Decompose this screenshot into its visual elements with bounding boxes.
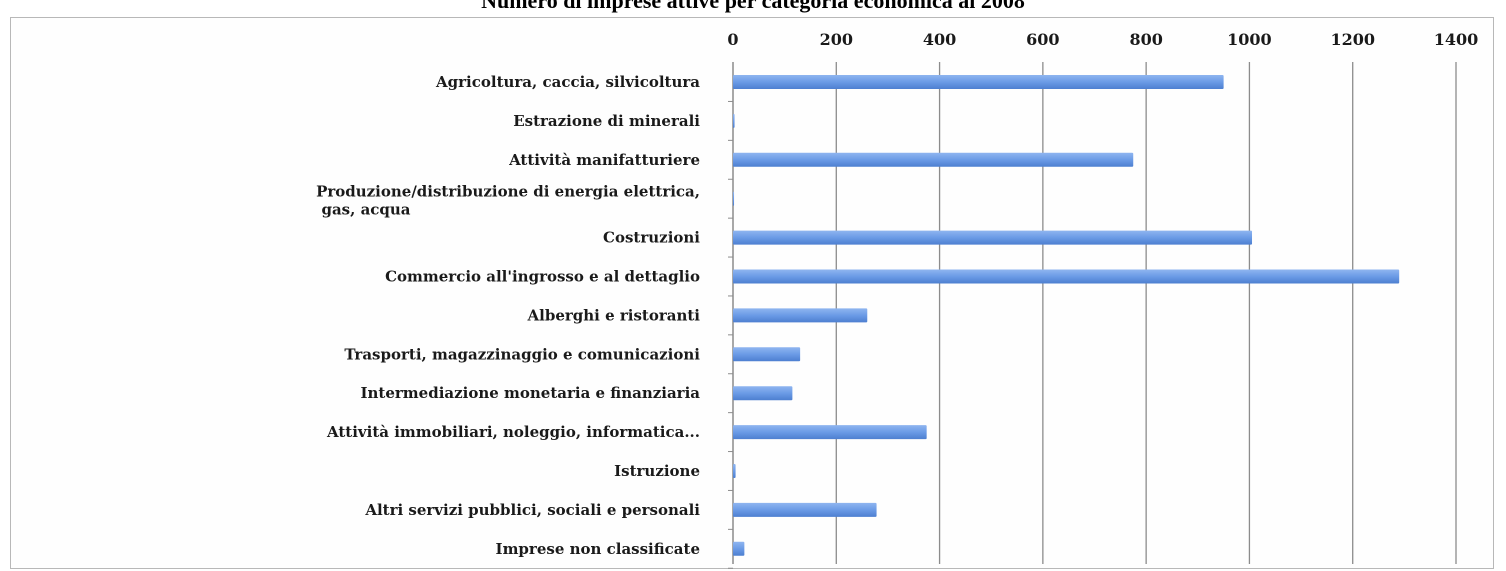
x-tick-label: 600 <box>1026 30 1059 49</box>
category-label: Imprese non classificate <box>496 540 700 558</box>
bar <box>733 230 1253 245</box>
bar <box>733 347 801 362</box>
category-label: Attività immobiliari, noleggio, informat… <box>326 423 700 441</box>
category-label: Attività manifatturiere <box>508 151 700 169</box>
category-label: Costruzioni <box>603 229 700 247</box>
category-label: Intermediazione monetaria e finanziaria <box>361 384 701 402</box>
bar <box>733 464 736 478</box>
x-tick-label: 1400 <box>1434 30 1479 49</box>
bar <box>733 502 877 517</box>
bar <box>733 425 927 440</box>
bar <box>733 308 868 323</box>
x-tick-label: 200 <box>820 30 853 49</box>
x-tick-label: 1000 <box>1227 30 1272 49</box>
bar <box>733 191 735 206</box>
chart-frame <box>10 17 1494 569</box>
x-tick-label: 1200 <box>1330 30 1375 49</box>
bar <box>733 113 735 128</box>
category-label: gas, acqua <box>321 201 410 219</box>
bar <box>733 152 1134 167</box>
bar <box>733 75 1224 89</box>
x-tick-label: 400 <box>923 30 956 49</box>
category-label: Trasporti, magazzinaggio e comunicazioni <box>344 345 700 363</box>
category-label: Commercio all'ingrosso e al dettaglio <box>385 268 700 286</box>
chart-title: Numero di imprese attive per categoria e… <box>481 0 1025 13</box>
category-label: Istruzione <box>614 462 700 480</box>
category-label: Agricoltura, caccia, silvicoltura <box>435 73 700 91</box>
x-tick-label: 800 <box>1129 30 1162 49</box>
bar <box>733 386 793 401</box>
category-label: Alberghi e ristoranti <box>527 306 701 324</box>
category-label: Produzione/distribuzione di energia elet… <box>316 183 700 201</box>
bar <box>733 541 745 556</box>
bar <box>733 269 1400 284</box>
x-tick-label: 0 <box>727 30 738 49</box>
category-label: Estrazione di minerali <box>513 112 700 130</box>
category-label: Altri servizi pubblici, sociali e person… <box>364 501 700 519</box>
